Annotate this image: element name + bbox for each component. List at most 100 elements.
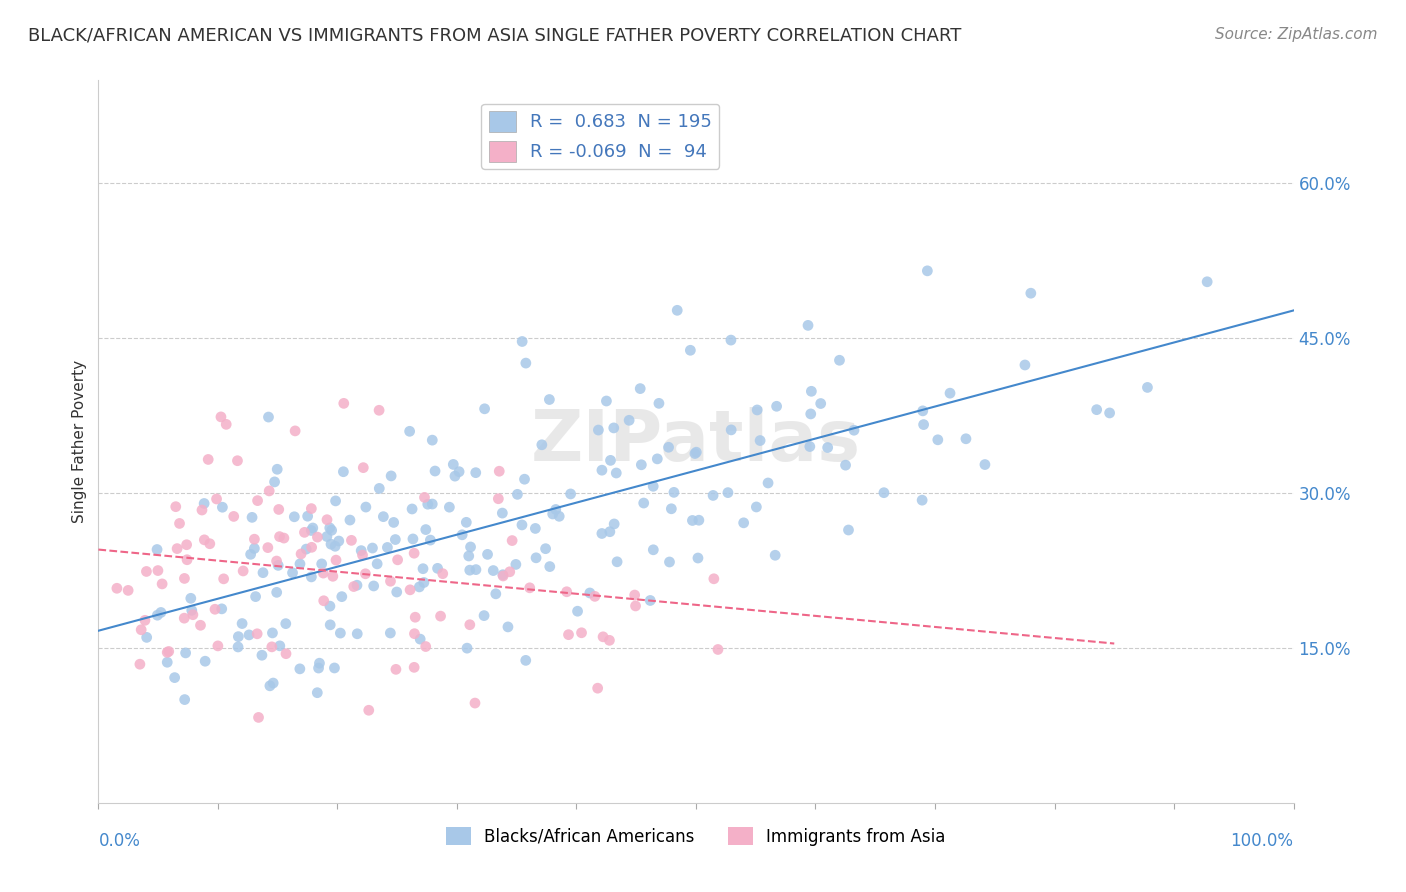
Point — [939, 386, 962, 401]
Point — [603, 421, 626, 435]
Point — [368, 482, 391, 496]
Point — [800, 407, 823, 421]
Point — [129, 623, 152, 637]
Point — [173, 611, 195, 625]
Point — [474, 401, 496, 416]
Point — [416, 497, 439, 511]
Point — [228, 630, 250, 644]
Point — [266, 585, 288, 599]
Point — [332, 465, 354, 479]
Point — [319, 599, 342, 614]
Point — [817, 441, 839, 455]
Point — [368, 403, 391, 417]
Point — [658, 555, 681, 569]
Point — [193, 496, 215, 510]
Point — [510, 334, 533, 349]
Point — [688, 513, 710, 527]
Point — [346, 627, 368, 641]
Point — [243, 532, 266, 546]
Point — [180, 591, 202, 606]
Point — [647, 451, 669, 466]
Point — [319, 537, 342, 551]
Point — [702, 488, 724, 502]
Text: 100.0%: 100.0% — [1230, 832, 1294, 850]
Point — [312, 594, 335, 608]
Point — [231, 616, 253, 631]
Point — [591, 526, 613, 541]
Point — [429, 609, 451, 624]
Point — [643, 479, 665, 493]
Point — [246, 627, 269, 641]
Point — [412, 575, 434, 590]
Point — [243, 541, 266, 556]
Point — [1098, 406, 1121, 420]
Point — [262, 676, 284, 690]
Point — [307, 686, 329, 700]
Point — [415, 523, 437, 537]
Point — [333, 396, 356, 410]
Point — [499, 565, 522, 579]
Point — [257, 483, 280, 498]
Point — [763, 548, 786, 562]
Point — [477, 547, 499, 561]
Point — [465, 563, 488, 577]
Point — [354, 566, 377, 581]
Point — [599, 524, 621, 539]
Point — [955, 432, 977, 446]
Point — [363, 579, 385, 593]
Point — [380, 469, 402, 483]
Point — [404, 660, 426, 674]
Point — [316, 513, 339, 527]
Point — [703, 572, 725, 586]
Point — [457, 549, 479, 563]
Point — [215, 417, 238, 432]
Point — [312, 566, 335, 580]
Point — [357, 703, 380, 717]
Point — [444, 469, 467, 483]
Point — [605, 466, 627, 480]
Point — [211, 500, 233, 515]
Point — [488, 464, 510, 478]
Point — [240, 510, 263, 524]
Point — [385, 662, 408, 676]
Point — [534, 541, 557, 556]
Point — [207, 639, 229, 653]
Point — [297, 509, 319, 524]
Point — [156, 645, 179, 659]
Point — [150, 577, 173, 591]
Point — [464, 466, 486, 480]
Point — [290, 547, 312, 561]
Point — [343, 580, 366, 594]
Point — [180, 603, 202, 617]
Point — [720, 333, 742, 347]
Point — [194, 654, 217, 668]
Point — [1019, 286, 1042, 301]
Point — [204, 602, 226, 616]
Point — [399, 582, 422, 597]
Point — [193, 533, 215, 547]
Point — [117, 583, 139, 598]
Point — [756, 475, 779, 490]
Point — [423, 464, 446, 478]
Point — [105, 582, 128, 596]
Point — [506, 487, 529, 501]
Point — [412, 562, 434, 576]
Point — [828, 353, 851, 368]
Point — [419, 533, 441, 547]
Point — [404, 626, 426, 640]
Point — [157, 644, 180, 658]
Point — [598, 633, 620, 648]
Point — [496, 620, 519, 634]
Point — [382, 516, 405, 530]
Point — [1085, 402, 1108, 417]
Point — [352, 460, 374, 475]
Point — [571, 625, 593, 640]
Point — [515, 653, 537, 667]
Point — [165, 500, 187, 514]
Point — [624, 599, 647, 613]
Point — [747, 403, 769, 417]
Text: Source: ZipAtlas.com: Source: ZipAtlas.com — [1215, 27, 1378, 42]
Point — [190, 618, 212, 632]
Point — [252, 566, 274, 580]
Point — [325, 494, 347, 508]
